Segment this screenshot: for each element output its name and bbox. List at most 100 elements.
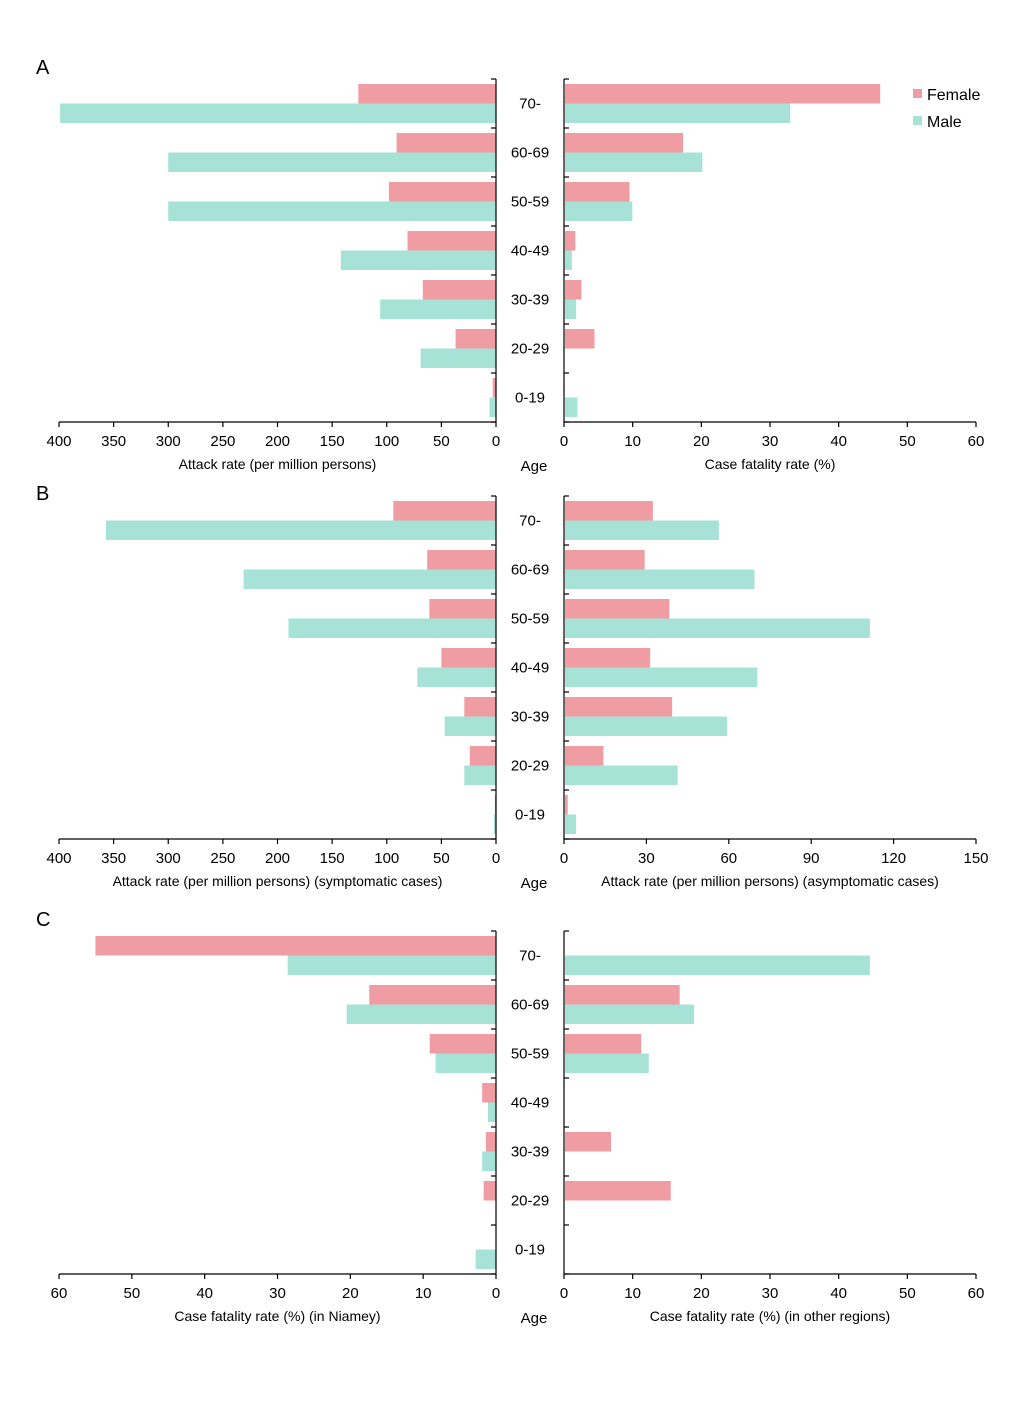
right-x-tick-label: 90 xyxy=(803,850,820,867)
bar-left-male-70 xyxy=(105,520,496,540)
right-x-axis-title: Case fatality rate (%) xyxy=(705,456,836,472)
bar-left-female-30-39 xyxy=(464,697,496,717)
age-label-0-19: 0-19 xyxy=(515,1242,545,1259)
left-x-axis-title: Case fatality rate (%) (in Niamey) xyxy=(174,1308,380,1324)
bar-left-female-20-29 xyxy=(469,746,496,766)
age-axis-title: Age xyxy=(521,875,548,892)
right-x-tick-label: 50 xyxy=(899,433,916,450)
age-label-50-59: 50-59 xyxy=(511,1046,549,1063)
right-x-tick-label: 30 xyxy=(762,433,779,450)
bar-right-male-60-69 xyxy=(565,569,755,589)
panel-letter: B xyxy=(36,483,49,505)
right-x-tick-label: 150 xyxy=(963,850,988,867)
age-label-0-19: 0-19 xyxy=(515,390,545,407)
legend-female-swatch xyxy=(913,89,922,98)
bar-right-male-0-19 xyxy=(565,397,578,417)
bar-left-male-50-59 xyxy=(288,618,496,638)
bar-left-male-30-39 xyxy=(444,716,496,736)
left-x-tick-label: 20 xyxy=(342,1285,359,1302)
right-x-axis-title: Attack rate (per million persons) (asymp… xyxy=(601,873,939,889)
bar-right-male-40-49 xyxy=(565,667,758,687)
bar-left-male-70 xyxy=(287,955,496,975)
legend-male-swatch xyxy=(913,116,922,125)
age-label-30-39: 30-39 xyxy=(511,1144,549,1161)
bar-right-male-70 xyxy=(565,103,791,123)
legend-male-label: Male xyxy=(927,114,962,131)
left-x-tick-label: 300 xyxy=(156,850,181,867)
right-x-axis-title: Case fatality rate (%) (in other regions… xyxy=(650,1308,890,1324)
left-x-tick-label: 0 xyxy=(492,1285,500,1302)
bar-right-female-70 xyxy=(565,84,881,104)
right-x-tick-label: 10 xyxy=(624,1285,641,1302)
bar-left-male-0-19 xyxy=(493,814,496,834)
bar-left-male-0-19 xyxy=(475,1249,496,1269)
bar-right-female-50-59 xyxy=(565,182,630,202)
bar-right-female-20-29 xyxy=(565,1181,671,1201)
right-x-tick-label: 30 xyxy=(638,850,655,867)
bar-right-male-60-69 xyxy=(565,152,703,172)
left-x-tick-label: 100 xyxy=(374,433,399,450)
age-label-30-39: 30-39 xyxy=(511,709,549,726)
bar-left-female-70 xyxy=(95,936,497,956)
bar-right-male-0-19 xyxy=(565,814,576,834)
bar-right-male-20-29 xyxy=(565,765,678,785)
legend-female-label: Female xyxy=(927,87,980,104)
bar-left-female-50-59 xyxy=(429,599,496,619)
bar-left-male-40-49 xyxy=(417,667,496,687)
left-x-tick-label: 150 xyxy=(320,850,345,867)
age-label-50-59: 50-59 xyxy=(511,194,549,211)
bar-right-female-30-39 xyxy=(565,1132,612,1152)
bar-right-male-70 xyxy=(565,520,719,540)
right-x-tick-label: 60 xyxy=(968,1285,985,1302)
bar-left-male-20-29 xyxy=(464,765,496,785)
left-x-tick-label: 0 xyxy=(492,850,500,867)
left-x-tick-label: 400 xyxy=(46,433,71,450)
bar-right-female-60-69 xyxy=(565,985,680,1005)
bar-right-male-50-59 xyxy=(565,618,870,638)
right-x-tick-label: 0 xyxy=(560,433,568,450)
bar-left-male-40-49 xyxy=(487,1102,496,1122)
bar-right-female-40-49 xyxy=(565,231,576,251)
bar-left-male-60-69 xyxy=(346,1004,496,1024)
bar-right-female-30-39 xyxy=(565,697,673,717)
right-x-tick-label: 60 xyxy=(720,850,737,867)
left-x-axis-title: Attack rate (per million persons) (sympt… xyxy=(113,873,443,889)
bar-left-male-40-49 xyxy=(340,250,496,270)
bar-left-female-20-29 xyxy=(455,329,496,349)
panel-letter: C xyxy=(36,909,50,931)
bar-left-female-40-49 xyxy=(441,648,496,668)
bar-right-male-50-59 xyxy=(565,1053,649,1073)
bar-left-male-30-39 xyxy=(380,299,496,319)
left-x-tick-label: 200 xyxy=(265,433,290,450)
age-label-20-29: 20-29 xyxy=(511,1193,549,1210)
left-chart: 60 50 40 30 20 10 0 Case fatality rate (%) (in … xyxy=(51,930,500,1324)
panel-c: C 60 50 40 30 20 10 0 Case fatality rate (%) (in… xyxy=(36,909,984,1327)
right-x-tick-label: 0 xyxy=(560,850,568,867)
age-label-0-19: 0-19 xyxy=(515,807,545,824)
left-x-tick-label: 150 xyxy=(320,433,345,450)
age-label-40-49: 40-49 xyxy=(511,243,549,260)
bar-left-male-50-59 xyxy=(168,201,496,221)
left-x-axis-title: Attack rate (per million persons) xyxy=(179,456,377,472)
bar-left-male-60-69 xyxy=(243,569,496,589)
right-x-tick-label: 30 xyxy=(762,1285,779,1302)
right-x-tick-label: 20 xyxy=(693,433,710,450)
left-x-tick-label: 60 xyxy=(51,1285,68,1302)
bar-right-female-40-49 xyxy=(565,648,651,668)
left-x-tick-label: 400 xyxy=(46,850,71,867)
bar-left-male-20-29 xyxy=(420,348,496,368)
left-x-tick-label: 50 xyxy=(433,850,450,867)
bar-right-male-60-69 xyxy=(565,1004,695,1024)
age-label-70: 70- xyxy=(519,513,541,530)
left-x-tick-label: 250 xyxy=(210,433,235,450)
age-label-60-69: 60-69 xyxy=(511,145,549,162)
bar-left-male-60-69 xyxy=(168,152,496,172)
right-x-tick-label: 0 xyxy=(560,1285,568,1302)
right-chart: 0 10 20 30 40 50 60 Case fatality rate (%) (in … xyxy=(560,930,985,1324)
bar-left-female-60-69 xyxy=(369,985,496,1005)
right-x-tick-label: 60 xyxy=(968,433,985,450)
right-x-tick-label: 40 xyxy=(830,433,847,450)
